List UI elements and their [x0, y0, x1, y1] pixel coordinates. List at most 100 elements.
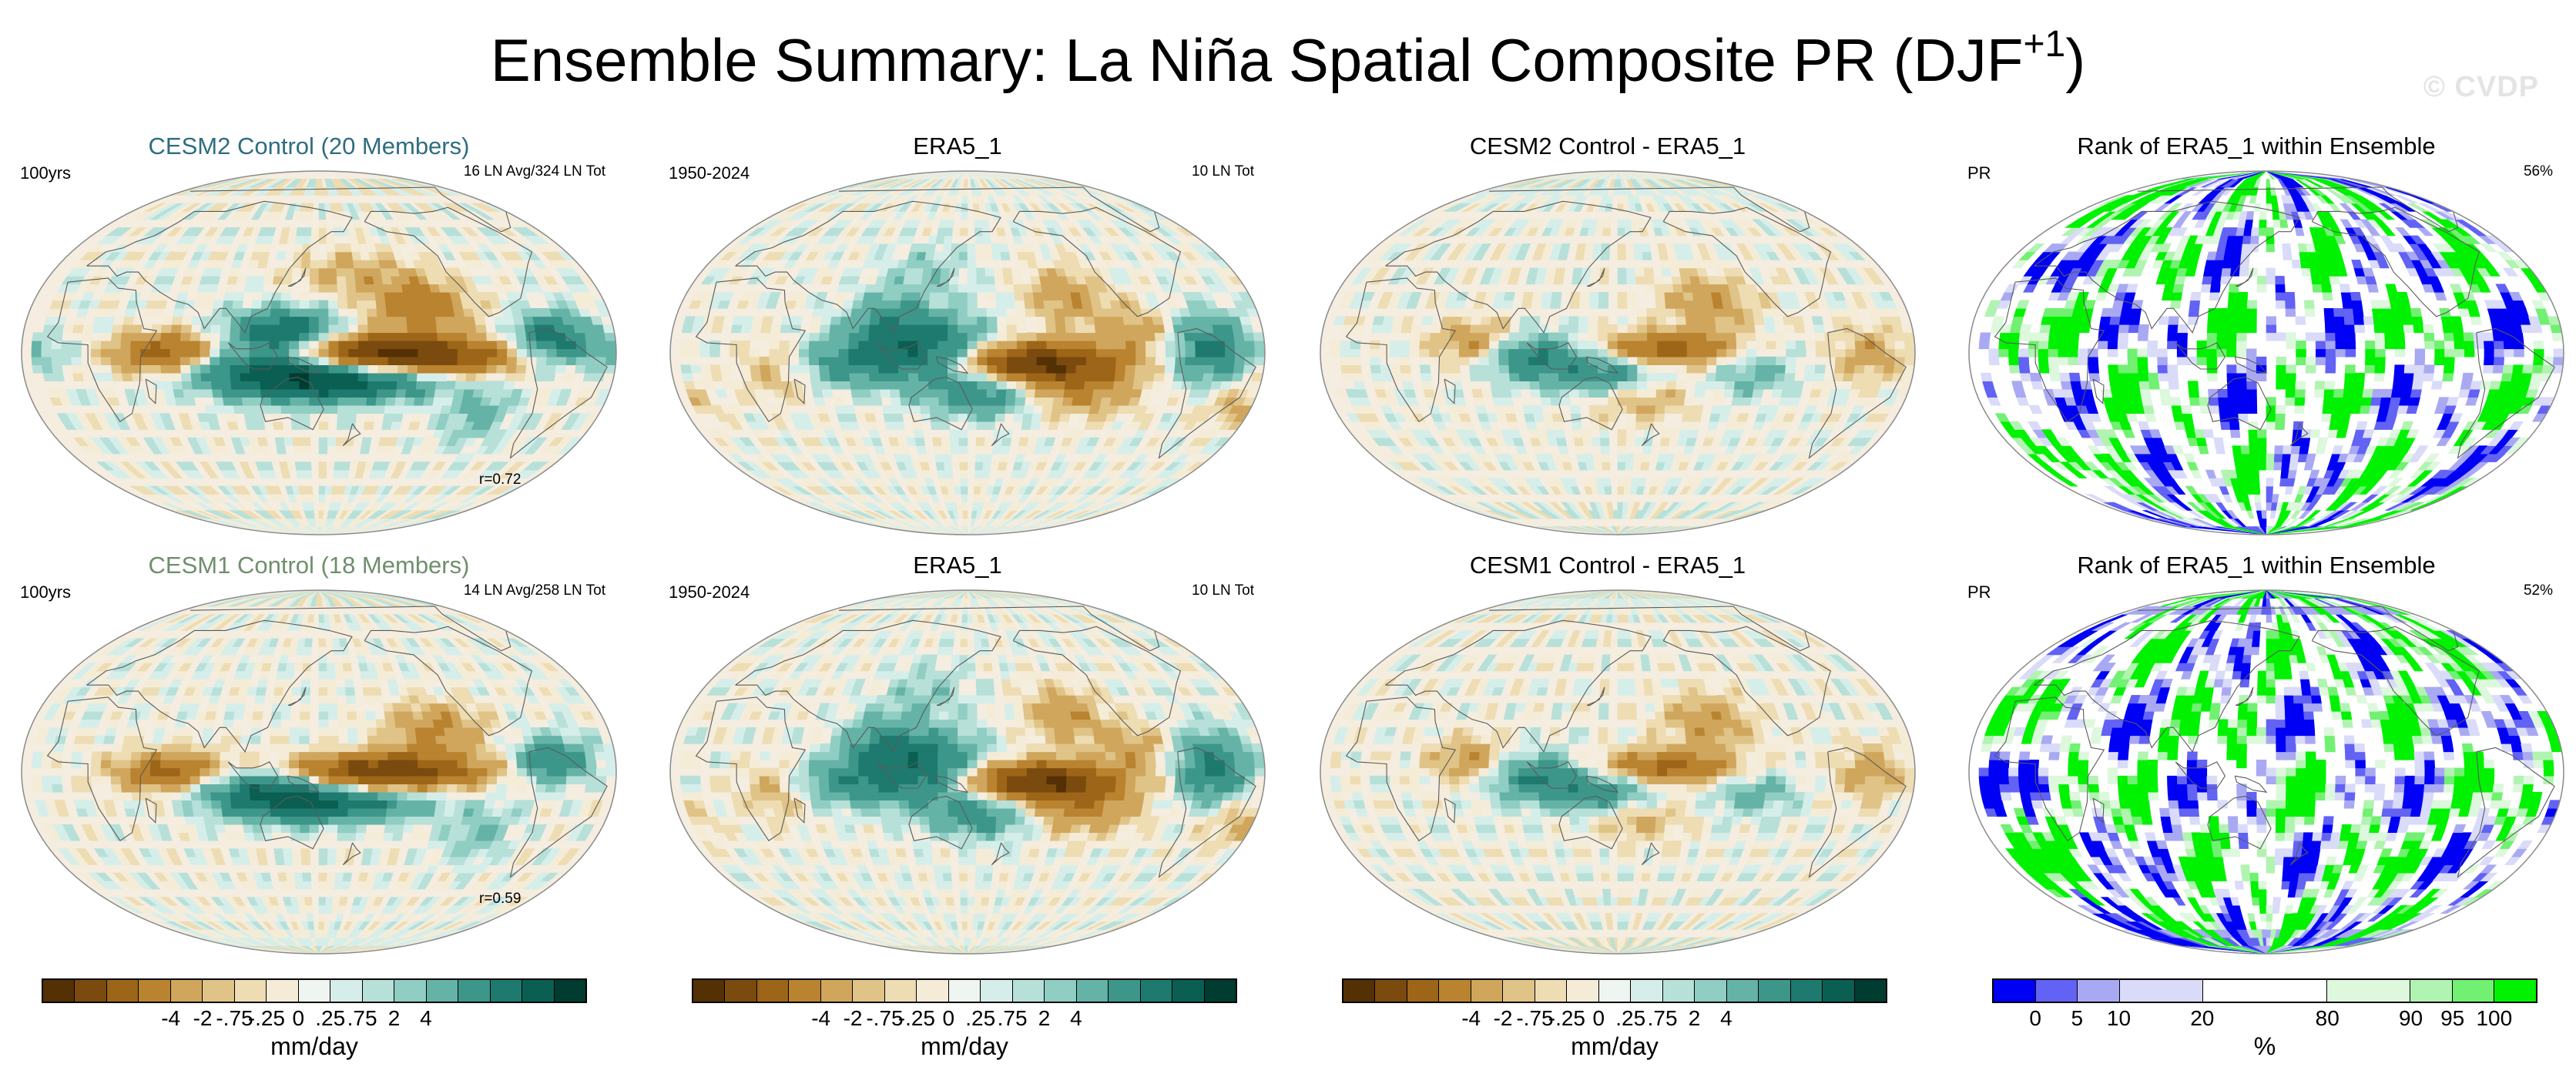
- colorbar-box: [1204, 980, 1236, 1002]
- cvdp-watermark: © CVDP: [2423, 71, 2539, 103]
- world-map: [669, 170, 1266, 535]
- pattern-correlation-label: r=0.72: [479, 472, 522, 488]
- figure-title-main: Ensemble Summary: La Niña Spatial Compos…: [490, 26, 2024, 94]
- map-field: [31, 179, 616, 535]
- colorbar-boxes: [1992, 978, 2537, 1003]
- colorbar-tick-label: -2: [1493, 1006, 1513, 1030]
- colorbar-box: [1407, 980, 1440, 1002]
- map-field: [1978, 590, 2562, 954]
- colorbar-unit-label: mm/day: [1571, 1032, 1659, 1060]
- colorbar-tick-label: -.25: [1548, 1006, 1585, 1030]
- colorbar-box: [106, 980, 139, 1002]
- panel-title: ERA5_1: [913, 133, 1002, 159]
- map-border: [1968, 170, 2564, 535]
- coastlines: [1994, 606, 2555, 878]
- colorbar-tick-label: 5: [2071, 1006, 2084, 1030]
- colorbar-tick-label: 2: [1688, 1006, 1701, 1030]
- map-border: [1320, 170, 1916, 535]
- colorbar-box: [1790, 980, 1823, 1002]
- panel-rank-cesm2: Rank of ERA5_1 within Ensemble PR 56%: [1952, 131, 2564, 535]
- colorbar-box: [298, 980, 331, 1002]
- colorbar-box: [725, 980, 757, 1002]
- colorbar-tick-label: -.25: [897, 1006, 935, 1030]
- panel-top-right-label: 14 LN Avg/258 LN Tot: [463, 582, 605, 599]
- colorbar-unit-label: mm/day: [921, 1032, 1008, 1060]
- colorbar-box: [170, 980, 203, 1002]
- coastlines: [46, 606, 608, 878]
- panel-top-left-label: PR: [1967, 163, 1991, 183]
- colorbar-tick-label: 10: [2106, 1006, 2132, 1030]
- panel-title: CESM1 Control - ERA5_1: [1469, 552, 1746, 579]
- coastlines: [1994, 186, 2555, 459]
- colorbar-box: [981, 980, 1013, 1002]
- colorbar-box: [330, 980, 363, 1002]
- colorbar-box: [1662, 980, 1696, 1002]
- colorbar-box: [203, 980, 235, 1002]
- map-field: [1978, 171, 2564, 535]
- colorbar-box: [884, 980, 917, 1002]
- colorbar-box: [522, 980, 555, 1002]
- colorbar-box: [917, 980, 949, 1002]
- colorbar-tick-label: -4: [811, 1006, 831, 1030]
- colorbar-box: [2494, 980, 2536, 1002]
- colorbar-box: [1994, 980, 2036, 1002]
- colorbar-box: [1045, 980, 1077, 1002]
- map-border: [1320, 589, 1916, 955]
- colorbar-box: [1439, 980, 1471, 1002]
- colorbar-tick-label: 2: [387, 1006, 401, 1030]
- figure-title-superscript: +1: [2023, 24, 2066, 65]
- colorbar-tick-label: 4: [420, 1006, 432, 1030]
- panel-top-right-label: 16 LN Avg/324 LN Tot: [463, 163, 605, 180]
- coastlines: [1345, 606, 1907, 878]
- map-border: [669, 170, 1266, 535]
- colorbar-tick-label: -4: [161, 1006, 181, 1030]
- colorbar-tick-label: -.25: [247, 1006, 285, 1030]
- colorbar-box: [693, 980, 726, 1002]
- colorbar-box: [2410, 980, 2453, 1002]
- colorbar-tick-label: 20: [2190, 1006, 2215, 1030]
- colorbar-box: [426, 980, 459, 1002]
- colorbar-mm-day-2: -4 -2 -.75 -.25 0 .25.75 2 4 mm/day: [692, 978, 1246, 1060]
- colorbar-tick-label: .25: [965, 1006, 996, 1030]
- panel-title: CESM1 Control (18 Members): [148, 552, 470, 579]
- colorbar-tick-label: 0: [292, 1006, 305, 1030]
- map-border: [21, 170, 617, 535]
- panel-era5-composite: ERA5_1 1950-2024 10 LN Tot: [653, 131, 1266, 535]
- colorbar-box: [75, 980, 107, 1002]
- colorbar-tick-label: 95: [2440, 1006, 2465, 1030]
- map-field: [1330, 171, 1915, 535]
- colorbar-box: [1598, 980, 1632, 1002]
- colorbar-box: [1695, 980, 1727, 1002]
- colorbar-box: [234, 980, 267, 1002]
- colorbar-box: [1375, 980, 1407, 1002]
- colorbar-box: [1567, 980, 1599, 1002]
- panel-era5-composite-2: ERA5_1 1950-2024 10 LN Tot: [653, 550, 1266, 955]
- panel-top-left-label: 100yrs: [20, 163, 72, 183]
- colorbar-box: [1471, 980, 1504, 1002]
- map-border: [669, 589, 1266, 955]
- colorbar-box: [1759, 980, 1791, 1002]
- panel-cesm1-composite: CESM1 Control (18 Members) 100yrs 14 LN …: [5, 550, 617, 955]
- colorbar-box: [1503, 980, 1535, 1002]
- panel-top-left-label: PR: [1967, 582, 1991, 602]
- colorbar-mm-day-1: -4 -2 -.75 -.25 0 .25.75 2 4 mm/day: [42, 978, 596, 1060]
- colorbar-tick-label: 0: [2029, 1006, 2041, 1030]
- panel-title: Rank of ERA5_1 within Ensemble: [2077, 133, 2436, 159]
- colorbar-tick-label: 4: [1070, 1006, 1082, 1030]
- world-map: [21, 170, 617, 535]
- colorbar-mm-day-3: -4 -2 -.75 -.25 0 .25.75 2 4 mm/day: [1342, 978, 1897, 1060]
- colorbar-tick-label: 4: [1720, 1006, 1732, 1030]
- world-map: [1968, 170, 2564, 535]
- colorbar-box: [2327, 980, 2411, 1002]
- colorbar-box: [1854, 980, 1886, 1002]
- map-field: [679, 171, 1265, 535]
- panel-cesm2-composite: CESM2 Control (20 Members) 100yrs 16 LN …: [5, 131, 617, 535]
- colorbar-tick-label: 0: [1592, 1006, 1605, 1030]
- world-map: [1320, 589, 1916, 955]
- panel-top-left-label: 100yrs: [20, 582, 72, 602]
- panel-top-left-label: 1950-2024: [669, 163, 750, 183]
- colorbar-tick-label: -.75: [866, 1006, 904, 1030]
- panel-title: CESM2 Control (20 Members): [148, 133, 470, 159]
- colorbar-box: [853, 980, 885, 1002]
- colorbar-tick-label: 90: [2398, 1006, 2423, 1030]
